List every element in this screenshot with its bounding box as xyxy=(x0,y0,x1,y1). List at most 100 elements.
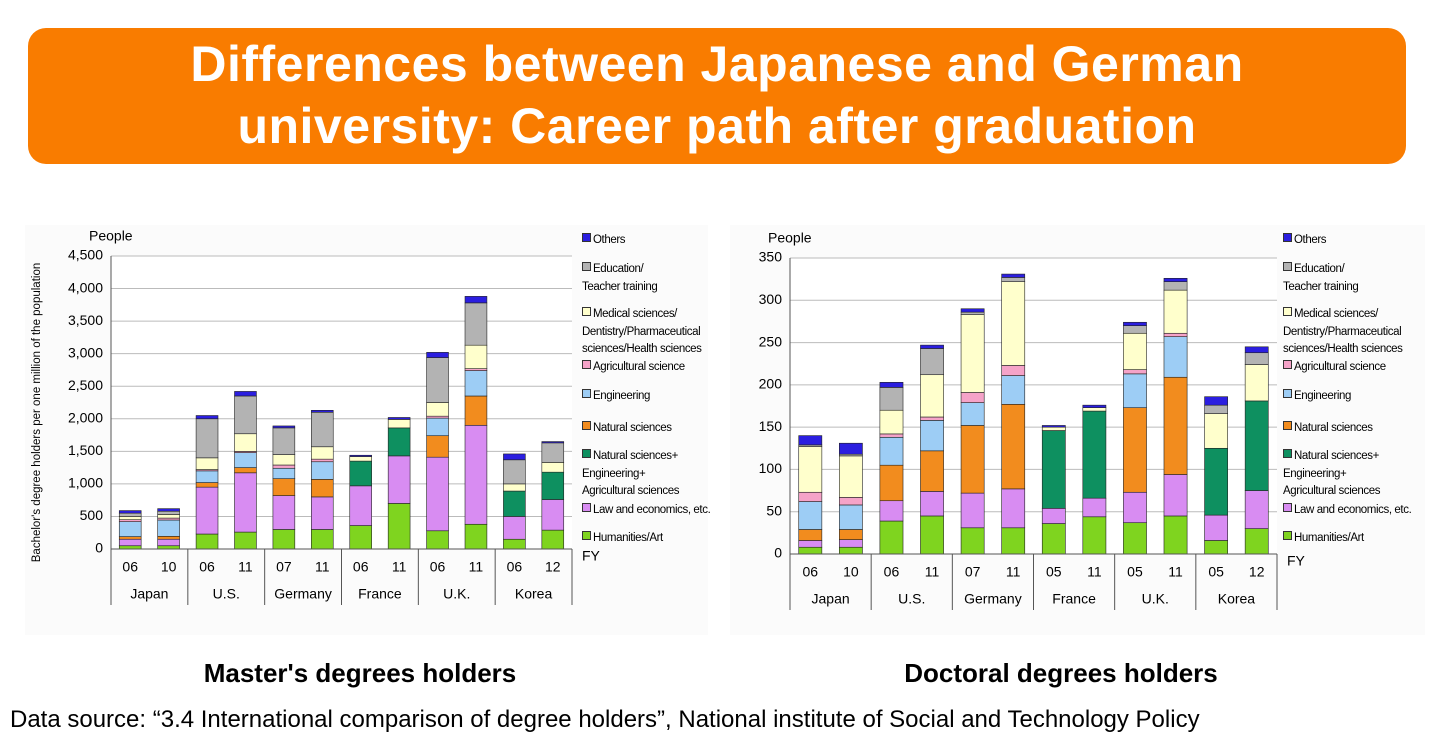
bar-segment xyxy=(920,515,944,555)
group-label: France xyxy=(358,586,402,602)
legend-label: Humanities/Art xyxy=(1294,532,1364,544)
bar-segment xyxy=(960,527,985,555)
legend-label: Others xyxy=(593,234,626,246)
group-label: U.K. xyxy=(1142,591,1169,607)
bar-segment xyxy=(1001,404,1026,490)
legend-swatch xyxy=(1283,233,1292,242)
x-tick-label: 11 xyxy=(1087,564,1102,580)
legend-label: Natural sciences xyxy=(1294,422,1373,434)
bar-segment xyxy=(1123,407,1147,493)
bar-segment xyxy=(118,521,142,537)
bar-segment xyxy=(1001,527,1026,555)
bar-segment xyxy=(879,464,904,502)
bar-segment xyxy=(960,308,985,313)
legend-label: Others xyxy=(1294,234,1327,246)
bar-segment xyxy=(839,539,863,548)
bar-segment xyxy=(798,491,823,502)
bar-segment xyxy=(541,462,565,473)
bar-segment xyxy=(1204,413,1228,449)
bar-segment xyxy=(387,455,411,504)
group-label: Korea xyxy=(1218,591,1256,607)
bar-segment xyxy=(960,425,985,494)
bar-segment xyxy=(195,415,219,420)
bar-segment xyxy=(960,492,985,529)
bar-segment xyxy=(1204,540,1228,555)
legend-entry: Medical sciences/ Dentistry/Pharmaceutic… xyxy=(582,306,702,359)
bar-segment xyxy=(118,510,142,514)
bar-segment xyxy=(798,546,823,555)
bar-segment xyxy=(464,344,488,369)
unit-label: People xyxy=(89,228,133,244)
bar-segment xyxy=(1163,336,1188,378)
bar-segment xyxy=(1123,332,1147,370)
bar-segment xyxy=(157,536,180,540)
legend-entry: Agricultural science xyxy=(582,359,685,377)
bar-segment xyxy=(879,520,904,555)
bar-segment xyxy=(118,512,142,517)
bar-segment xyxy=(839,546,863,555)
legend-swatch xyxy=(1283,449,1292,458)
y-tick-label: 250 xyxy=(759,333,783,349)
legend-label: Humanities/Art xyxy=(593,532,663,544)
bar-segment xyxy=(1163,289,1188,334)
bar-segment xyxy=(541,442,565,463)
legend-label: Natural sciences xyxy=(593,422,672,434)
group-label: Germany xyxy=(274,586,332,602)
chart: 050100150200250300350PeopleBachelor's de… xyxy=(759,230,1306,610)
legend-entry: Engineering xyxy=(582,388,650,406)
bar-segment xyxy=(503,453,526,461)
y-tick-label: 4,500 xyxy=(68,247,103,263)
bar-segment xyxy=(1163,474,1188,517)
bar-segment xyxy=(157,538,180,547)
plot-area xyxy=(790,258,1277,554)
bar-segment xyxy=(879,387,904,411)
x-tick-label: 06 xyxy=(122,559,138,575)
bar-segment xyxy=(960,392,985,403)
bar-segment xyxy=(1082,410,1107,499)
x-tick-label: 12 xyxy=(545,559,561,575)
bar-segment xyxy=(920,491,944,517)
bar-segment xyxy=(272,529,296,550)
legend-entry: Law and economics, etc. xyxy=(582,502,711,520)
bar-segment xyxy=(118,516,142,521)
bar-segment xyxy=(349,460,372,487)
bar-segment xyxy=(960,402,985,426)
legend-entry: Natural sciences+ Engineering+ Agricultu… xyxy=(582,448,679,501)
bar-segment xyxy=(234,467,257,474)
bar-segment xyxy=(541,441,565,444)
bar-segment xyxy=(920,348,944,376)
bar-segment xyxy=(1123,325,1147,334)
bar-segment xyxy=(1123,522,1147,555)
group-label: Korea xyxy=(515,586,553,602)
chart-panel: 050100150200250300350PeopleBachelor's de… xyxy=(730,225,1425,635)
bar-segment xyxy=(1001,277,1026,282)
y-tick-label: 1,500 xyxy=(68,442,103,458)
bar-segment xyxy=(839,529,863,540)
legend-entry: Humanities/Art xyxy=(1283,530,1364,548)
legend-swatch xyxy=(582,360,591,369)
bar-segment xyxy=(503,459,526,485)
bar-segment xyxy=(464,424,488,525)
x-tick-label: 06 xyxy=(507,559,523,575)
legend-label: Law and economics, etc. xyxy=(1294,504,1412,516)
legend-entry: Natural sciences xyxy=(582,420,672,438)
bar-segment xyxy=(272,425,296,429)
bar-segment xyxy=(960,314,985,393)
legend-swatch xyxy=(1283,389,1292,398)
legend-label: Education/ Teacher training xyxy=(582,263,658,293)
x-tick-label: 11 xyxy=(315,559,330,575)
bar-segment xyxy=(234,472,257,533)
y-tick-label: 300 xyxy=(759,291,783,307)
bar-segment xyxy=(1082,516,1107,555)
bar-segment xyxy=(541,471,565,500)
y-tick-label: 2,500 xyxy=(68,377,103,393)
legend-swatch xyxy=(1283,360,1292,369)
legend-swatch xyxy=(1283,421,1292,430)
bar-segment xyxy=(503,516,526,540)
legend-swatch xyxy=(582,307,591,316)
bar-segment xyxy=(879,409,904,435)
bar-segment xyxy=(960,311,985,315)
bar-segment xyxy=(349,525,372,550)
bar-segment xyxy=(1244,352,1269,365)
bar-segment xyxy=(272,427,296,455)
